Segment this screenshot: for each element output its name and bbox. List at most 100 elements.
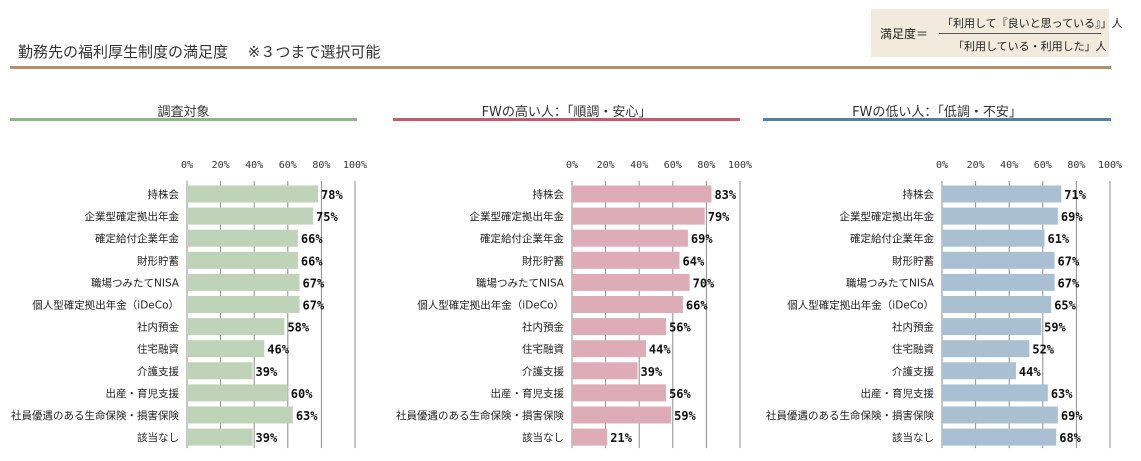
value-label: 83% — [714, 188, 736, 202]
bar — [572, 296, 683, 313]
category-label: 住宅融資 — [892, 343, 934, 356]
x-tick-label: 40% — [630, 160, 648, 171]
value-label: 66% — [686, 299, 708, 313]
bar — [187, 340, 265, 358]
value-label: 69% — [1061, 210, 1083, 224]
value-label: 61% — [1047, 232, 1069, 246]
value-label: 67% — [303, 299, 325, 313]
x-tick-label: 80% — [1067, 160, 1085, 171]
value-label: 66% — [301, 254, 323, 268]
x-tick-label: 60% — [1034, 160, 1052, 171]
satisfaction-formula-box: 満足度＝ 「利用して『良いと思っている』」人 「利用している・利用した」人 — [871, 9, 1123, 57]
value-label: 66% — [301, 232, 323, 246]
category-label: 介護支援 — [522, 365, 564, 378]
x-tick-label: 0% — [566, 160, 578, 171]
bar — [187, 406, 293, 424]
bar — [572, 273, 690, 291]
value-label: 79% — [708, 210, 730, 224]
panel-title: 調査対象 — [157, 105, 210, 120]
value-label: 56% — [669, 387, 691, 401]
bar — [572, 362, 638, 380]
bar — [572, 185, 712, 203]
category-label: 職場つみたてNISA — [846, 276, 935, 289]
chart-svg: 0% 20% 40% 60% 80% 100% 持株会 71% 企業型確定拠出年金 69% 確定給付… — [766, 160, 1122, 449]
formula-lhs: 満足度＝ — [880, 27, 929, 41]
category-label: 財形貯蓄 — [137, 254, 179, 267]
category-label: 出産・育児支援 — [106, 387, 180, 400]
category-label: 該当なし — [137, 431, 179, 444]
category-label: 社員優遇のある生命保険・損害保険 — [766, 409, 934, 422]
bar — [187, 362, 253, 380]
value-label: 70% — [693, 276, 715, 290]
bar — [942, 406, 1058, 424]
x-tick-label: 40% — [245, 160, 263, 171]
category-label: 社員優遇のある生命保険・損害保険 — [11, 409, 179, 422]
value-label: 65% — [1054, 299, 1076, 313]
bar — [942, 318, 1042, 336]
category-label: 社内預金 — [892, 321, 934, 334]
panel-all-respondents: 調査対象 0% 20% 40% 60% 80% 100% 持株会 78% 企業型確定拠出年金 75… — [0, 0, 380, 461]
panel-title: FWの高い人：「順調・安心」 — [481, 105, 652, 120]
category-label: 企業型確定拠出年金 — [470, 210, 565, 223]
bar — [572, 207, 705, 225]
value-label: 67% — [303, 276, 325, 290]
value-label: 59% — [674, 409, 696, 423]
x-tick-label: 100% — [343, 160, 367, 171]
value-label: 44% — [649, 343, 671, 357]
value-label: 59% — [1044, 321, 1066, 335]
bar — [942, 207, 1058, 225]
value-label: 64% — [683, 254, 705, 268]
category-label: 住宅融資 — [137, 343, 179, 356]
value-label: 67% — [1058, 276, 1080, 290]
category-label: 確定給付企業年金 — [95, 232, 179, 245]
value-label: 56% — [669, 321, 691, 335]
category-label: 社員優遇のある生命保険・損害保険 — [396, 409, 564, 422]
x-tick-label: 40% — [1000, 160, 1018, 171]
value-label: 39% — [641, 365, 663, 379]
x-tick-label: 0% — [936, 160, 948, 171]
category-label: 企業型確定拠出年金 — [85, 210, 180, 223]
x-tick-label: 60% — [279, 160, 297, 171]
value-label: 46% — [267, 343, 289, 357]
value-label: 58% — [287, 321, 309, 335]
bar — [187, 428, 253, 446]
value-label: 52% — [1032, 343, 1054, 357]
category-label: 財形貯蓄 — [892, 254, 934, 267]
category-label: 社内預金 — [522, 321, 564, 334]
bar — [572, 428, 608, 446]
value-label: 39% — [256, 431, 278, 445]
category-label: 介護支援 — [892, 365, 934, 378]
bar — [187, 251, 298, 269]
category-label: 出産・育児支援 — [861, 387, 935, 400]
bar — [187, 185, 319, 203]
category-label: 職場つみたてNISA — [476, 276, 565, 289]
value-label: 63% — [296, 409, 318, 423]
x-tick-label: 80% — [312, 160, 330, 171]
value-label: 71% — [1064, 188, 1086, 202]
value-label: 44% — [1019, 365, 1041, 379]
category-label: 持株会 — [903, 188, 935, 201]
bar — [572, 384, 667, 402]
bar — [942, 229, 1045, 247]
bar — [572, 251, 680, 269]
value-label: 68% — [1059, 431, 1081, 445]
x-tick-label: 20% — [597, 160, 615, 171]
x-tick-label: 60% — [664, 160, 682, 171]
formula-numerator: 「利用して『良いと思っている』」人 — [942, 17, 1123, 30]
x-tick-label: 20% — [212, 160, 230, 171]
category-label: 財形貯蓄 — [522, 254, 564, 267]
x-tick-label: 100% — [1098, 160, 1122, 171]
bar — [942, 428, 1057, 446]
bar — [942, 273, 1055, 291]
bar — [942, 185, 1062, 203]
category-label: 住宅融資 — [522, 343, 564, 356]
panel-rule — [763, 118, 1111, 121]
value-label: 60% — [291, 387, 313, 401]
x-tick-label: 20% — [967, 160, 985, 171]
category-label: 企業型確定拠出年金 — [840, 210, 935, 223]
value-label: 75% — [316, 210, 338, 224]
value-label: 69% — [691, 232, 713, 246]
category-label: 該当なし — [892, 431, 934, 444]
panel-rule — [393, 118, 740, 121]
bar — [572, 340, 646, 358]
